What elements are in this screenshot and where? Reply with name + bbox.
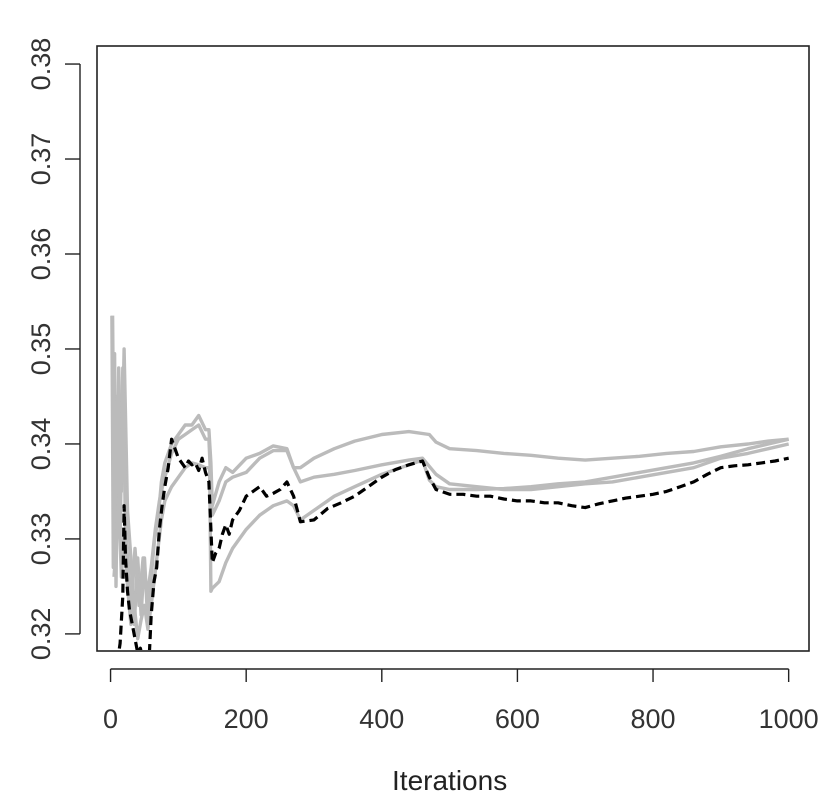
y-tick-label: 0.32 xyxy=(26,608,56,661)
x-tick-label: 200 xyxy=(224,704,269,734)
y-tick-label: 0.38 xyxy=(26,38,56,91)
series-line-3 xyxy=(112,437,790,641)
y-tick-label: 0.35 xyxy=(26,323,56,376)
y-tick-label: 0.37 xyxy=(26,133,56,186)
x-tick-label: 1000 xyxy=(759,704,819,734)
x-tick-label: 600 xyxy=(495,704,540,734)
series-line-2 xyxy=(110,315,790,617)
x-axis: 0 200 400 600 800 1000 xyxy=(103,668,819,734)
x-tick-label: 400 xyxy=(359,704,404,734)
y-tick-label: 0.34 xyxy=(26,418,56,471)
y-axis: 0.32 0.33 0.34 0.35 0.36 0.37 0.38 xyxy=(26,38,81,661)
series-line-4 xyxy=(117,437,790,650)
plot-area-frame xyxy=(96,45,810,652)
y-tick-label: 0.33 xyxy=(26,513,56,566)
series-layer xyxy=(110,315,790,650)
y-tick-label: 0.36 xyxy=(26,228,56,281)
x-tick-label: 800 xyxy=(631,704,676,734)
x-tick-label: 0 xyxy=(103,704,118,734)
x-axis-title: Iterations xyxy=(392,765,507,792)
